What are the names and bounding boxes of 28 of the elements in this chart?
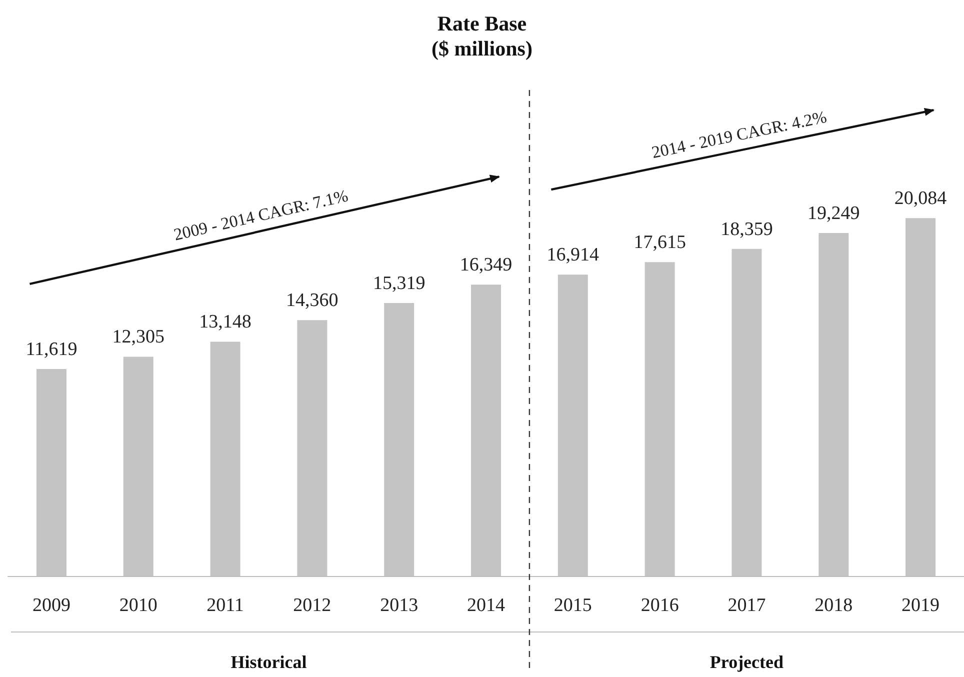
data-label: 17,615 (634, 232, 686, 254)
x-tick-label: 2013 (380, 595, 418, 616)
data-label: 11,619 (26, 338, 78, 360)
annotation: 2009 - 2014 CAGR: 7.1% (172, 186, 350, 244)
data-label: 15,319 (372, 273, 426, 294)
x-tick-label: 2019 (902, 595, 940, 616)
chart-title: Rate Base (437, 12, 527, 36)
data-label: 18,359 (720, 218, 773, 240)
x-tick-label: 2017 (728, 595, 766, 616)
data-label: 20,084 (894, 188, 948, 210)
x-tick-label: 2010 (119, 595, 158, 616)
data-label: 19,249 (808, 202, 860, 224)
text: Historical (230, 652, 307, 672)
data-label: 16,349 (460, 254, 512, 276)
x-tick-label: 2016 (640, 595, 679, 616)
x-tick-label: 2018 (814, 595, 853, 616)
x-tick-label: 2009 (32, 595, 70, 616)
text: Projected (710, 652, 784, 672)
x-tick-label: 2011 (206, 595, 244, 616)
x-tick-label: 2014 (467, 595, 506, 616)
chart-subtitle: ($ millions) (432, 36, 532, 60)
x-tick-label: 2012 (293, 595, 332, 616)
data-label: 14,360 (286, 290, 338, 312)
data-label: 12,305 (112, 326, 164, 348)
data-label: 13,148 (199, 312, 252, 333)
x-tick-label: 2015 (554, 595, 592, 616)
data-label: 16,914 (546, 244, 600, 266)
text: 2014 - 2019 CAGR: 4.2% (650, 107, 828, 162)
